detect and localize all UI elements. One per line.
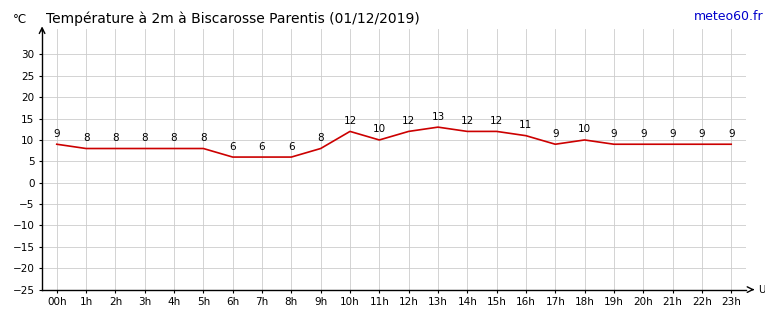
Text: °C: °C [13, 12, 27, 26]
Text: 11: 11 [519, 120, 532, 130]
Text: 10: 10 [578, 124, 591, 134]
Text: 12: 12 [461, 116, 474, 126]
Text: 8: 8 [171, 133, 177, 143]
Text: 8: 8 [200, 133, 207, 143]
Text: UTC: UTC [759, 284, 765, 295]
Text: 12: 12 [490, 116, 503, 126]
Text: 6: 6 [288, 141, 295, 151]
Text: 6: 6 [259, 141, 265, 151]
Text: 8: 8 [142, 133, 148, 143]
Text: 8: 8 [83, 133, 90, 143]
Text: 9: 9 [698, 129, 705, 139]
Text: 8: 8 [112, 133, 119, 143]
Text: meteo60.fr: meteo60.fr [694, 10, 763, 23]
Text: 9: 9 [669, 129, 675, 139]
Text: 12: 12 [343, 116, 356, 126]
Text: 8: 8 [317, 133, 324, 143]
Text: 9: 9 [54, 129, 60, 139]
Text: 6: 6 [230, 141, 236, 151]
Text: 9: 9 [552, 129, 558, 139]
Text: 12: 12 [402, 116, 415, 126]
Text: 9: 9 [610, 129, 617, 139]
Text: 9: 9 [640, 129, 646, 139]
Text: Température à 2m à Biscarosse Parentis (01/12/2019): Température à 2m à Biscarosse Parentis (… [46, 11, 420, 26]
Text: 9: 9 [728, 129, 734, 139]
Text: 13: 13 [431, 112, 444, 122]
Text: 10: 10 [373, 124, 386, 134]
